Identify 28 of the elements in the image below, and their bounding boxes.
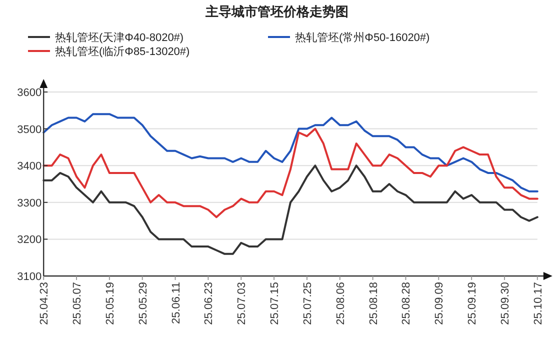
x-tick-label: 25.08.28 — [400, 282, 413, 325]
y-tick-label: 3100 — [17, 271, 42, 283]
x-tick-label: 25.10.17 — [532, 282, 544, 325]
y-tick-label: 3600 — [17, 87, 42, 99]
y-tick-label: 3500 — [17, 124, 42, 136]
y-tick-label: 3200 — [17, 234, 42, 246]
x-tick-label: 25.09.19 — [466, 282, 479, 325]
x-tick-label: 25.08.18 — [368, 282, 380, 325]
x-tick-label: 25.05.07 — [72, 282, 84, 325]
x-tick-label: 25.07.03 — [236, 282, 248, 325]
x-tick-label: 25.07.25 — [302, 282, 314, 325]
legend-label: 热轧管坯(临沂Φ85-13020#) — [55, 45, 190, 58]
y-tick-label: 3300 — [17, 197, 42, 210]
x-tick-label: 25.05.29 — [137, 282, 150, 325]
x-tick-label: 25.08.06 — [334, 282, 347, 325]
line-series — [42, 113, 538, 192]
x-tick-label: 25.06.11 — [170, 282, 182, 324]
x-tick-label: 25.09.30 — [499, 282, 512, 325]
line-series — [42, 128, 538, 218]
x-tick-label: 25.06.23 — [203, 282, 216, 325]
legend-label: 热轧管坯(常州Φ50-16020#) — [295, 31, 430, 44]
x-tick-label: 25.07.15 — [269, 282, 282, 325]
y-tick-label: 3400 — [17, 160, 42, 173]
x-tick-label: 25.05.19 — [104, 282, 116, 325]
x-tick-label: 25.04.23 — [38, 282, 51, 325]
legend-label: 热轧管坯(天津Φ40-8020#) — [55, 31, 184, 44]
x-tick-label: 25.09.09 — [434, 282, 446, 325]
chart-title: 主导城市管坯价格走势图 — [204, 4, 348, 19]
